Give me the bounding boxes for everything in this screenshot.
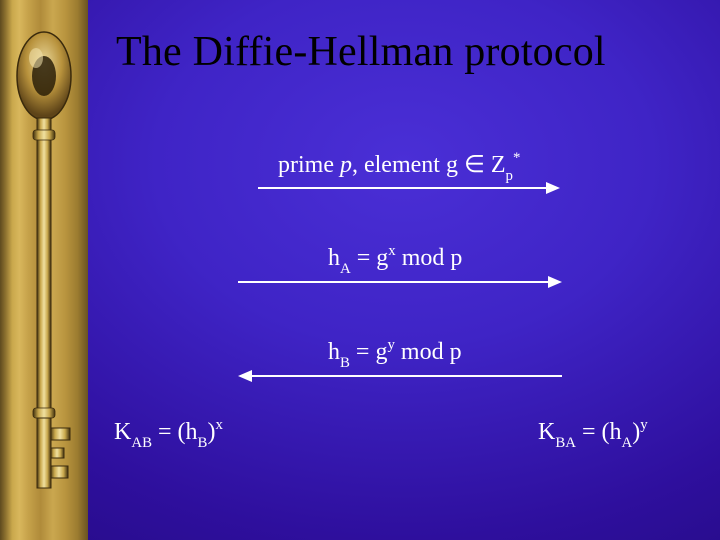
text: = g <box>351 245 389 271</box>
text: = g <box>350 339 388 365</box>
formula-hB: hB = gy mod p <box>328 338 462 370</box>
slide-title: The Diffie-Hellman protocol <box>116 28 606 76</box>
text: mod p <box>395 339 462 365</box>
sup-y: y <box>387 337 394 353</box>
sub-A: A <box>340 261 351 277</box>
formula-KAB: KAB = (hB)x <box>114 418 223 450</box>
sup-y: y <box>640 417 647 433</box>
text: = (h <box>152 419 198 445</box>
arrow-head-icon <box>238 370 252 382</box>
arrow-head-icon <box>548 276 562 288</box>
slide-body: The Diffie-Hellman protocol prime p, ele… <box>88 0 720 540</box>
arrow-a-to-b <box>238 276 562 288</box>
sub-A: A <box>622 435 633 451</box>
text: mod p <box>396 245 463 271</box>
set-Z: Z <box>485 152 506 178</box>
arrow-broadcast <box>258 182 560 194</box>
formula-hA: hA = gx mod p <box>328 244 462 276</box>
sub-BA: BA <box>555 435 576 451</box>
sub-B: B <box>198 435 208 451</box>
formula-prime-element: prime p, element g ∈ Zp* <box>278 150 520 183</box>
text: = (h <box>576 419 622 445</box>
sub-B: B <box>340 355 350 371</box>
element-of-symbol: ∈ <box>464 152 485 178</box>
sup-x: x <box>215 417 222 433</box>
text: prime <box>278 152 340 178</box>
sup-x: x <box>388 243 395 259</box>
text: h <box>328 245 340 271</box>
var-p: p <box>340 152 352 178</box>
arrow-head-icon <box>546 182 560 194</box>
arrow-line <box>250 375 562 377</box>
text: , element g <box>352 152 464 178</box>
text: K <box>114 419 131 445</box>
arrow-line <box>238 281 550 283</box>
antique-key-icon <box>14 18 74 518</box>
arrow-b-to-a <box>238 370 562 382</box>
text: h <box>328 339 340 365</box>
decorative-key-sidebar <box>0 0 88 540</box>
arrow-line <box>258 187 548 189</box>
formula-KBA: KBA = (hA)y <box>538 418 648 450</box>
text: K <box>538 419 555 445</box>
sup-star: * <box>513 150 520 166</box>
sub-AB: AB <box>131 435 152 451</box>
